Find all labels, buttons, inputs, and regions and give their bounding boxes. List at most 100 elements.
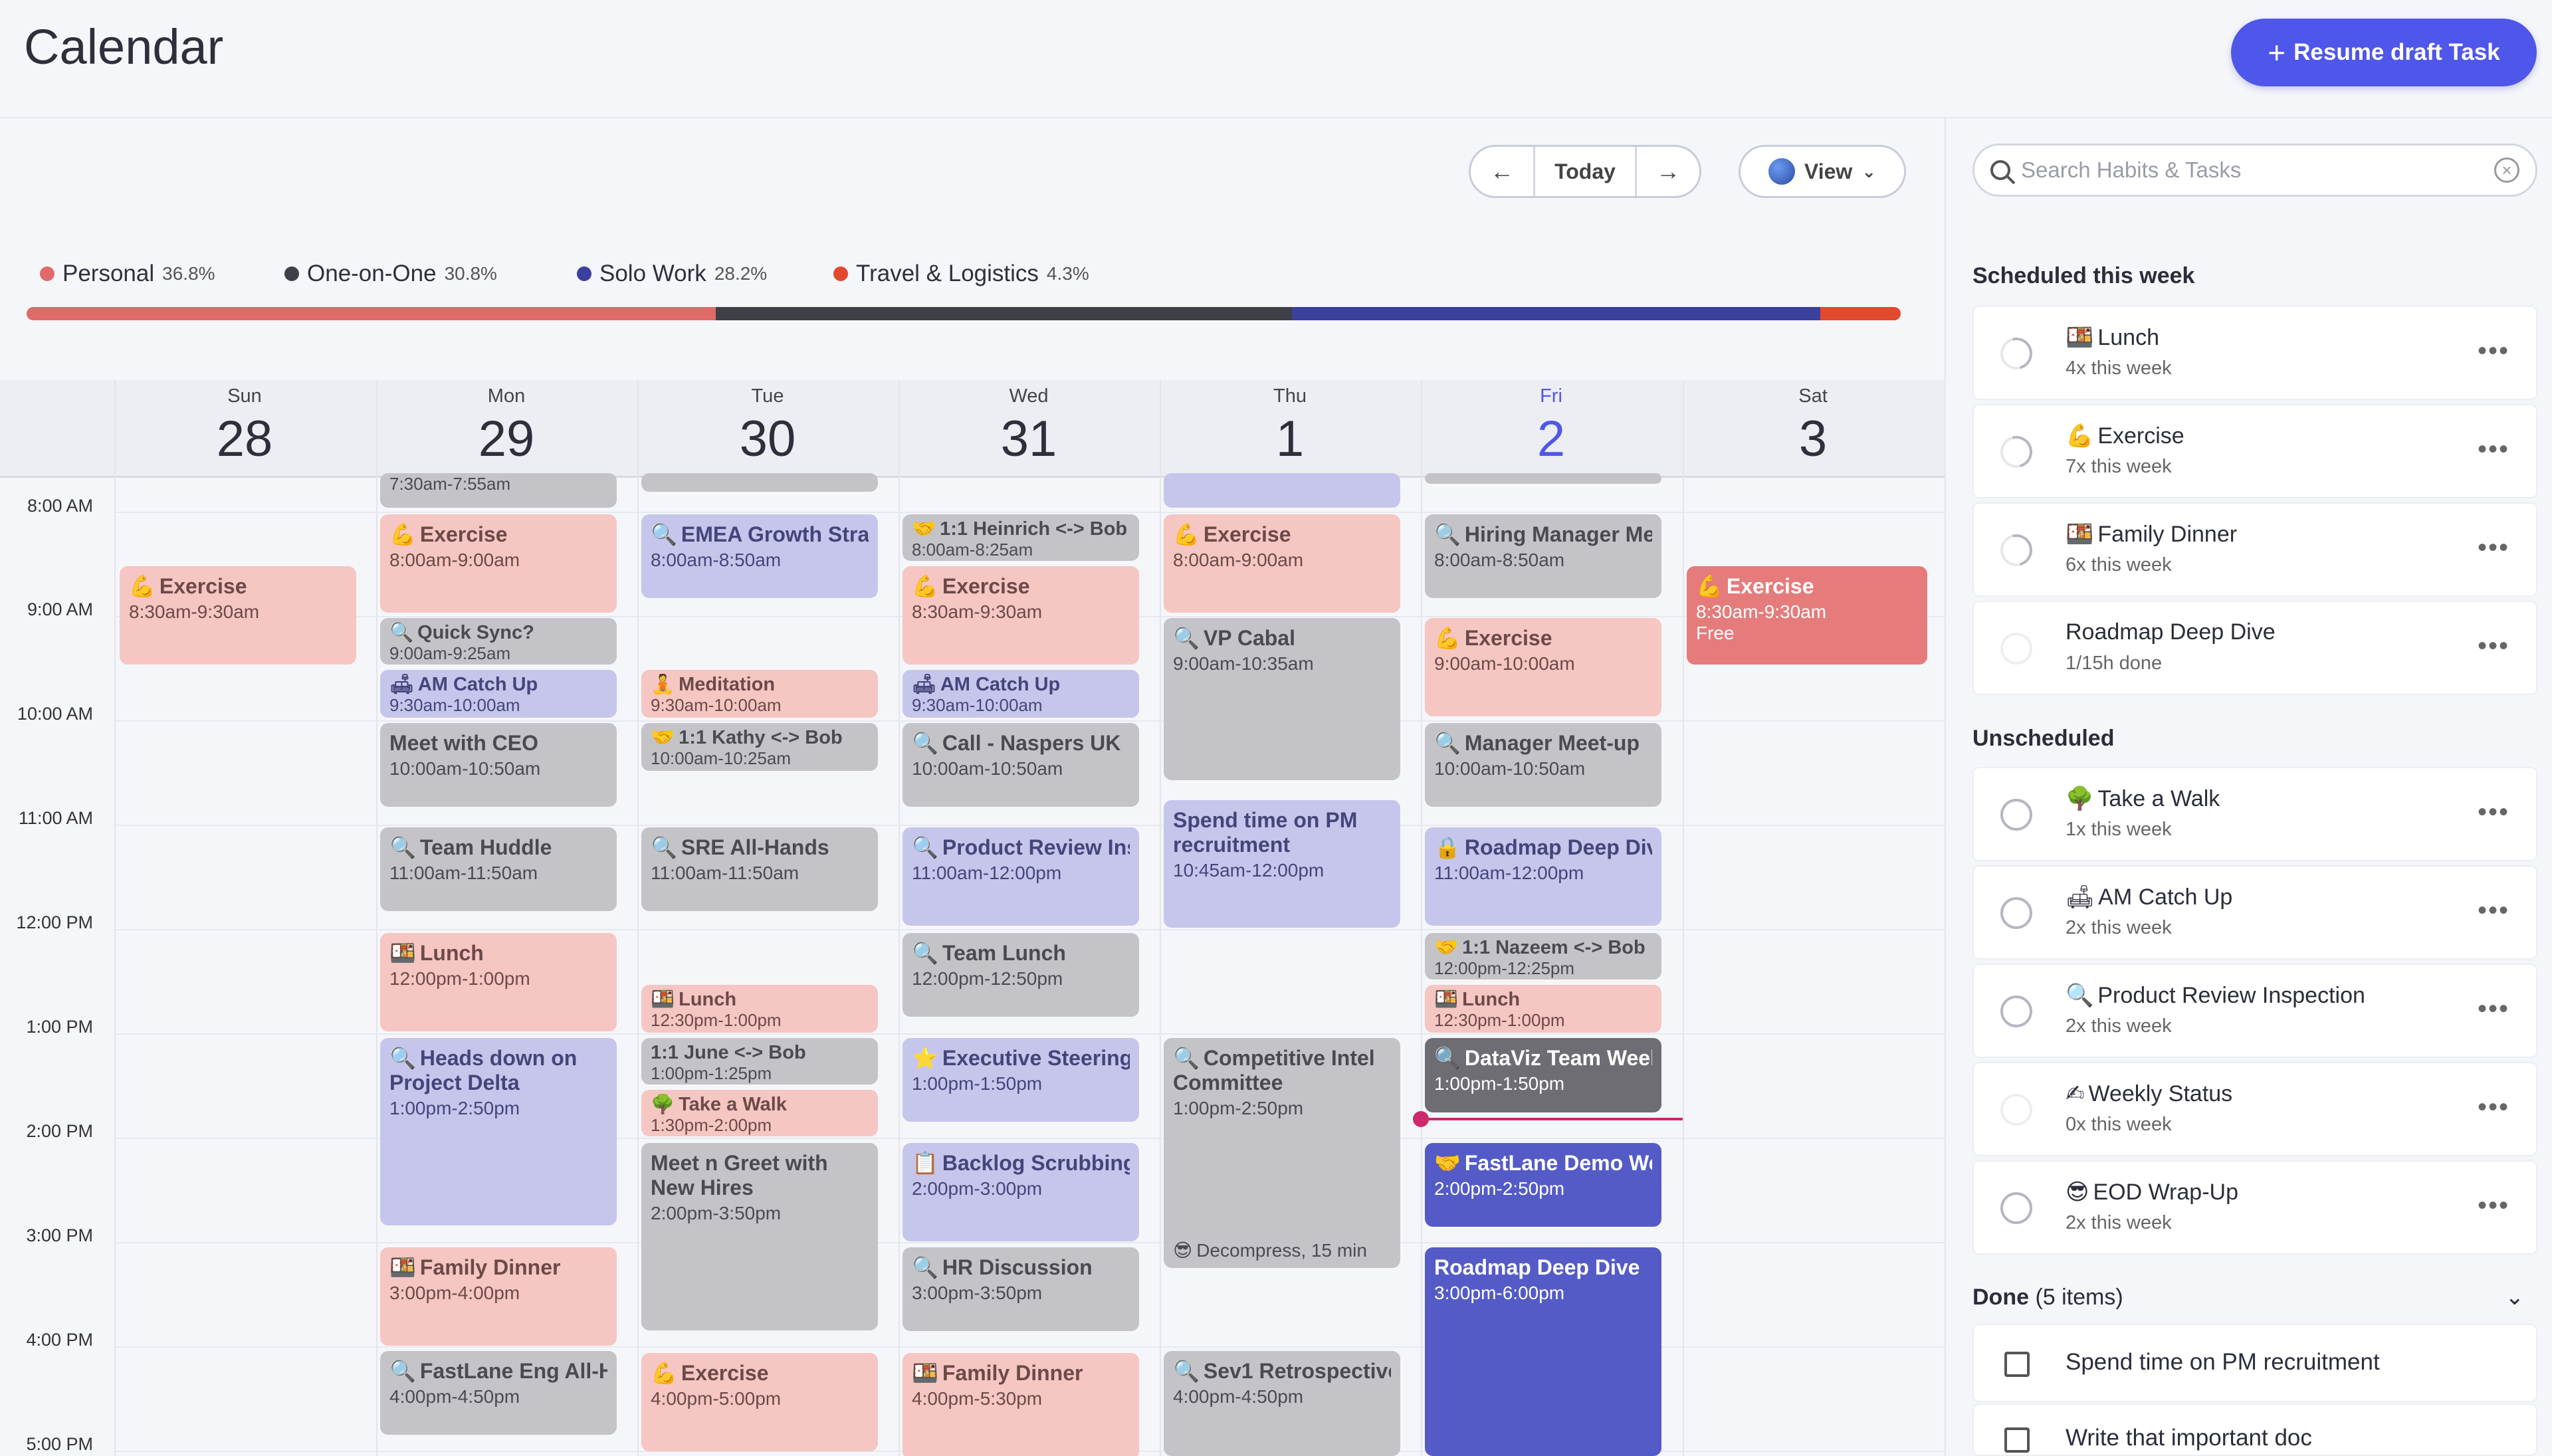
event-1-1-kathy-bob[interactable]: 🤝 1:1 Kathy <-> Bob 10:00am-10:25am (641, 723, 878, 771)
event-team-lunch[interactable]: 🔍 Team Lunch 12:00pm-12:50pm (903, 933, 1139, 1017)
more-options-icon[interactable]: ••• (2477, 994, 2509, 1023)
event-manager-meet-up[interactable]: 🔍 Manager Meet-up 10:00am-10:50am (1425, 723, 1661, 807)
task-card-family-dinner[interactable]: 🍱 Family Dinner 6x this week ••• (1972, 502, 2537, 597)
day-header-tue[interactable]: Tue 30 (637, 385, 898, 468)
task-title: Roadmap Deep Dive (2066, 619, 2276, 645)
event-dataviz-team-weekly[interactable]: 🔍DataViz Team Weekly 1:00pm-1:50pm (1425, 1038, 1661, 1112)
event-lunch[interactable]: 🍱 Lunch 12:30pm-1:00pm (1425, 985, 1661, 1033)
task-card-weekly-status[interactable]: ✍ Weekly Status 0x this week ••• (1972, 1062, 2537, 1156)
event-meet-with-ceo[interactable]: Meet with CEO 10:00am-10:50am (380, 723, 617, 807)
more-options-icon[interactable]: ••• (2477, 797, 2509, 827)
progress-ring-icon (2000, 633, 2032, 665)
done-item[interactable]: Spend time on PM recruitment (1972, 1324, 2537, 1402)
event-time: 9:00am-9:25am (389, 643, 511, 664)
today-button[interactable]: Today (1533, 147, 1637, 196)
checkbox-icon[interactable] (2004, 1427, 2030, 1453)
more-options-icon[interactable]: ••• (2477, 435, 2509, 464)
more-options-icon[interactable]: ••• (2477, 1191, 2509, 1220)
event-exercise[interactable]: 💪 Exercise 8:30am-9:30am (120, 566, 356, 665)
event-time: 3:00pm-3:50pm (912, 1282, 1043, 1303)
event-early-block[interactable] (641, 473, 878, 492)
search-icon (1990, 160, 2010, 180)
sidebar-divider (1945, 117, 1946, 1456)
event-family-dinner[interactable]: 🍱 Family Dinner 3:00pm-4:00pm (380, 1247, 617, 1346)
day-header-thu[interactable]: Thu 1 (1160, 385, 1420, 468)
grid-hour-line (114, 1242, 1945, 1243)
event-roadmap-deep-dive-block[interactable]: Roadmap Deep Dive 3:00pm-6:00pm (1425, 1247, 1661, 1456)
task-card-take-a-walk[interactable]: 🌳 Take a Walk 1x this week ••• (1972, 767, 2537, 861)
event-exercise[interactable]: 💪 Exercise 8:30am-9:30am (903, 566, 1139, 665)
task-card-exercise[interactable]: 💪 Exercise 7x this week ••• (1972, 404, 2537, 498)
event-backlog-scrubbing[interactable]: 📋 Backlog Scrubbing 2:00pm-3:00pm (903, 1143, 1139, 1241)
more-options-icon[interactable]: ••• (2477, 896, 2509, 925)
event-exercise[interactable]: 💪 Exercise 8:00am-9:00am (1164, 514, 1400, 613)
event-product-review-inspection[interactable]: 🔍Product Review Inspection 11:00am-12:00… (903, 827, 1139, 926)
event-competitive-intel-committee[interactable]: 🔍 Competitive Intel Committee 1:00pm-2:50… (1164, 1038, 1400, 1268)
event-exercise[interactable]: 💪 Exercise 8:00am-9:00am (380, 514, 617, 613)
event-time: 1:00pm-1:50pm (912, 1073, 1043, 1094)
event-title: 1:1 Kathy <-> Bob (679, 727, 843, 748)
event-title: Family Dinner (942, 1361, 1083, 1385)
event-sre-all-hands[interactable]: 🔍 SRE All-Hands 11:00am-11:50am (641, 827, 878, 911)
event-sev1-retrospective[interactable]: 🔍 Sev1 Retrospective 4:00pm-4:50pm (1164, 1351, 1400, 1456)
event-emea-growth-strategy[interactable]: 🔍EMEA Growth Strategy 8:00am-8:50am (641, 514, 878, 598)
event-am-catch-up[interactable]: 🛋 AM Catch Up 9:30am-10:00am (903, 670, 1139, 718)
event-exercise[interactable]: 💪 Exercise 8:30am-9:30am Free (1687, 566, 1927, 665)
event-early-block[interactable] (1164, 473, 1400, 508)
resume-draft-task-button[interactable]: + Resume draft Task (2231, 19, 2537, 86)
event-time: 8:00am-8:50am (1434, 549, 1565, 570)
event-exercise[interactable]: 💪 Exercise 4:00pm-5:00pm (641, 1353, 878, 1451)
day-header-fri[interactable]: Fri 2 (1421, 385, 1681, 468)
event-hiring-manager-meeting[interactable]: 🔍Hiring Manager Meeting 8:00am-8:50am (1425, 514, 1661, 598)
event-meet-n-greet-new-hires[interactable]: Meet n Greet with New Hires 2:00pm-3:50p… (641, 1143, 878, 1330)
event-meditation[interactable]: 🧘 Meditation 9:30am-10:00am (641, 670, 878, 718)
event-fresh-team[interactable]: 7:30am-7:55am (380, 473, 617, 508)
magnifier-icon: 🔍 (389, 1046, 416, 1070)
task-card-product-review-inspection[interactable]: 🔍 Product Review Inspection 2x this week … (1972, 964, 2537, 1058)
event-title: 1:1 Heinrich <-> Bob (940, 518, 1128, 540)
checkbox-icon[interactable] (2004, 1352, 2030, 1377)
clear-search-icon[interactable]: × (2494, 157, 2519, 183)
more-options-icon[interactable]: ••• (2477, 631, 2509, 661)
event-call-naspers-uk[interactable]: 🔍 Call - Naspers UK 10:00am-10:50am (903, 723, 1139, 807)
event-take-a-walk[interactable]: 🌳 Take a Walk 1:30pm-2:00pm (641, 1090, 878, 1136)
event-am-catch-up[interactable]: 🛋 AM Catch Up 9:30am-10:00am (380, 670, 617, 718)
task-card-eod-wrap-up[interactable]: 😎 EOD Wrap-Up 2x this week ••• (1972, 1160, 2537, 1255)
event-quick-sync[interactable]: 🔍 Quick Sync? 9:00am-9:25am (380, 618, 617, 665)
more-options-icon[interactable]: ••• (2477, 1092, 2509, 1122)
event-fastlane-demo-weekly[interactable]: 🤝FastLane Demo Weekly 2:00pm-2:50pm (1425, 1143, 1661, 1227)
done-item[interactable]: Write that important doc (1972, 1404, 2537, 1456)
event-spend-time-pm-recruitment[interactable]: Spend time on PM recruitment 10:45am-12:… (1164, 800, 1400, 928)
event-time: 10:00am-10:50am (389, 758, 541, 779)
event-early-block[interactable] (1425, 473, 1661, 484)
search-input[interactable]: Search Habits & Tasks × (1972, 144, 2537, 197)
event-fastlane-eng-all-hands[interactable]: 🔍FastLane Eng All-Hands 4:00pm-4:50pm (380, 1351, 617, 1435)
event-roadmap-deep-dive[interactable]: 🔒 Roadmap Deep Dive 11:00am-12:00pm (1425, 827, 1661, 926)
event-lunch[interactable]: 🍱 Lunch 12:00pm-1:00pm (380, 933, 617, 1031)
event-heads-down-project-delta[interactable]: 🔍 Heads down on Project Delta 1:00pm-2:50… (380, 1038, 617, 1225)
event-vp-cabal[interactable]: 🔍 VP Cabal 9:00am-10:35am (1164, 618, 1400, 780)
event-family-dinner[interactable]: 🍱 Family Dinner 4:00pm-5:30pm (903, 1353, 1139, 1456)
event-team-huddle[interactable]: 🔍 Team Huddle 11:00am-11:50am (380, 827, 617, 911)
event-1-1-heinrich-bob[interactable]: 🤝 1:1 Heinrich <-> Bob 8:00am-8:25am (903, 514, 1139, 561)
more-options-icon[interactable]: ••• (2477, 533, 2509, 562)
event-1-1-nazeem-bob[interactable]: 🤝 1:1 Nazeem <-> Bob 12:00pm-12:25pm (1425, 933, 1661, 980)
event-1-1-june-bob[interactable]: 1:1 June <-> Bob 1:00pm-1:25pm (641, 1038, 878, 1085)
done-section-toggle[interactable]: Done (5 items) ⌄ (1972, 1284, 2537, 1310)
view-dropdown[interactable]: View ⌄ (1739, 145, 1906, 198)
event-executive-steering[interactable]: ⭐ Executive Steering 1:00pm-1:50pm (903, 1038, 1139, 1122)
progress-ring-icon (2000, 799, 2032, 831)
day-header-wed[interactable]: Wed 31 (899, 385, 1159, 468)
event-lunch[interactable]: 🍱 Lunch 12:30pm-1:00pm (641, 985, 878, 1033)
day-header-sat[interactable]: Sat 3 (1683, 385, 1943, 468)
task-card-am-catch-up[interactable]: 🛋 AM Catch Up 2x this week ••• (1972, 865, 2537, 960)
task-card-roadmap-deep-dive[interactable]: Roadmap Deep Dive 1/15h done ••• (1972, 601, 2537, 695)
day-header-sun[interactable]: Sun 28 (114, 385, 375, 468)
next-week-button[interactable]: → (1637, 147, 1699, 196)
event-exercise[interactable]: 💪 Exercise 9:00am-10:00am (1425, 618, 1661, 716)
event-hr-discussion[interactable]: 🔍 HR Discussion 3:00pm-3:50pm (903, 1247, 1139, 1331)
more-options-icon[interactable]: ••• (2477, 336, 2509, 365)
day-header-mon[interactable]: Mon 29 (376, 385, 637, 468)
task-card-lunch[interactable]: 🍱 Lunch 4x this week ••• (1972, 306, 2537, 400)
previous-week-button[interactable]: ← (1471, 147, 1533, 196)
